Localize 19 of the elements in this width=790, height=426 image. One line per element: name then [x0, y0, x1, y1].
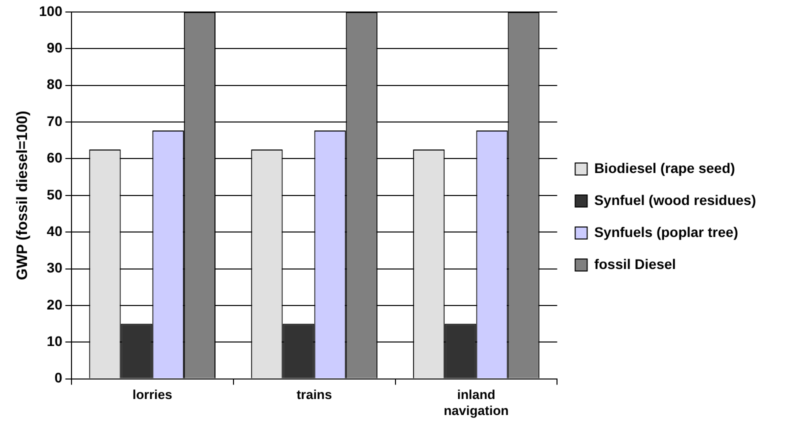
legend-label: Synfuels (poplar tree): [594, 224, 738, 240]
y-tick-label: 70: [46, 112, 63, 129]
y-tick-label: 20: [46, 296, 63, 312]
y-tick-label: 40: [46, 222, 63, 239]
y-tick-label: 10: [46, 332, 63, 349]
legend-label: fossil Diesel: [594, 256, 676, 272]
y-tick-label: 100: [39, 2, 63, 19]
x-tick-label: lorries: [132, 387, 172, 402]
legend-label: Biodiesel (rape seed): [594, 160, 736, 176]
x-tick-label: inland navigation: [444, 387, 509, 418]
y-tick-label: 50: [46, 186, 63, 202]
y-axis-title: GWP (fossil diesel=100): [14, 110, 32, 280]
legend-label: Synfuel (wood residues): [594, 192, 756, 208]
x-tick-label: trains: [296, 387, 332, 402]
y-tick-label: 60: [46, 150, 63, 166]
y-tick-label: 80: [46, 76, 63, 92]
y-tick-label: 30: [46, 260, 63, 276]
y-tick-label: 0: [54, 370, 63, 386]
y-tick-label: 90: [46, 40, 63, 56]
